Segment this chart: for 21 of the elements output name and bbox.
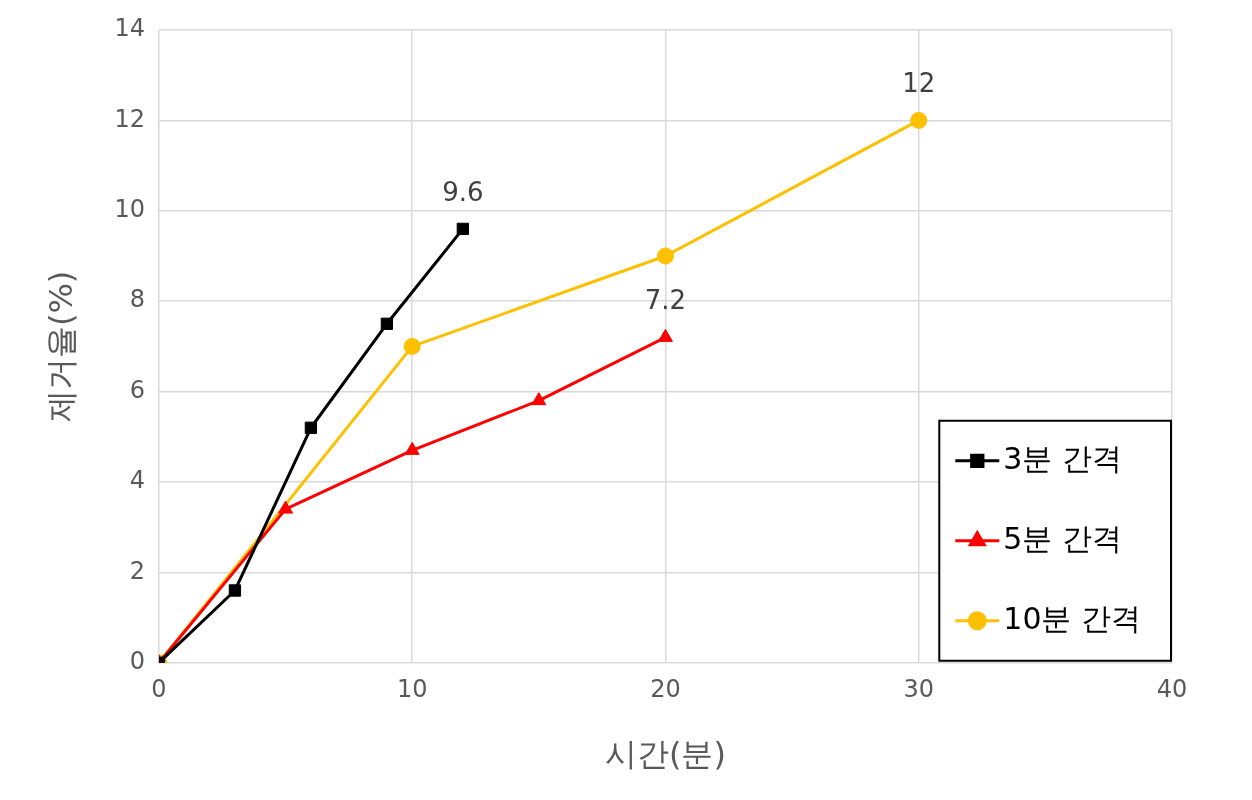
y-tick-label: 4 (129, 466, 145, 495)
legend-label: 10분 간격 (1003, 600, 1142, 636)
data-label: 9.6 (442, 176, 484, 207)
y-tick-label: 14 (114, 14, 145, 43)
y-tick-label: 8 (129, 285, 145, 314)
x-tick-label: 20 (650, 675, 681, 704)
legend-label: 3분 간격 (1003, 440, 1122, 476)
x-tick-label: 30 (903, 675, 935, 704)
y-tick-label: 10 (114, 195, 145, 224)
y-tick-label: 12 (114, 104, 145, 133)
x-tick-label: 40 (1156, 675, 1188, 704)
y-tick-label: 0 (129, 647, 145, 676)
x-tick-label: 10 (396, 675, 428, 704)
y-tick-label: 2 (129, 556, 145, 585)
y-tick-label: 6 (129, 375, 145, 404)
y-axis-title: 제거율(%) (41, 270, 80, 423)
x-axis-title: 시간(분) (604, 735, 726, 774)
data-label: 7.2 (644, 285, 687, 316)
x-tick-label: 0 (151, 675, 167, 704)
legend-label: 5분 간격 (1003, 520, 1122, 556)
data-label: 12 (902, 68, 936, 99)
